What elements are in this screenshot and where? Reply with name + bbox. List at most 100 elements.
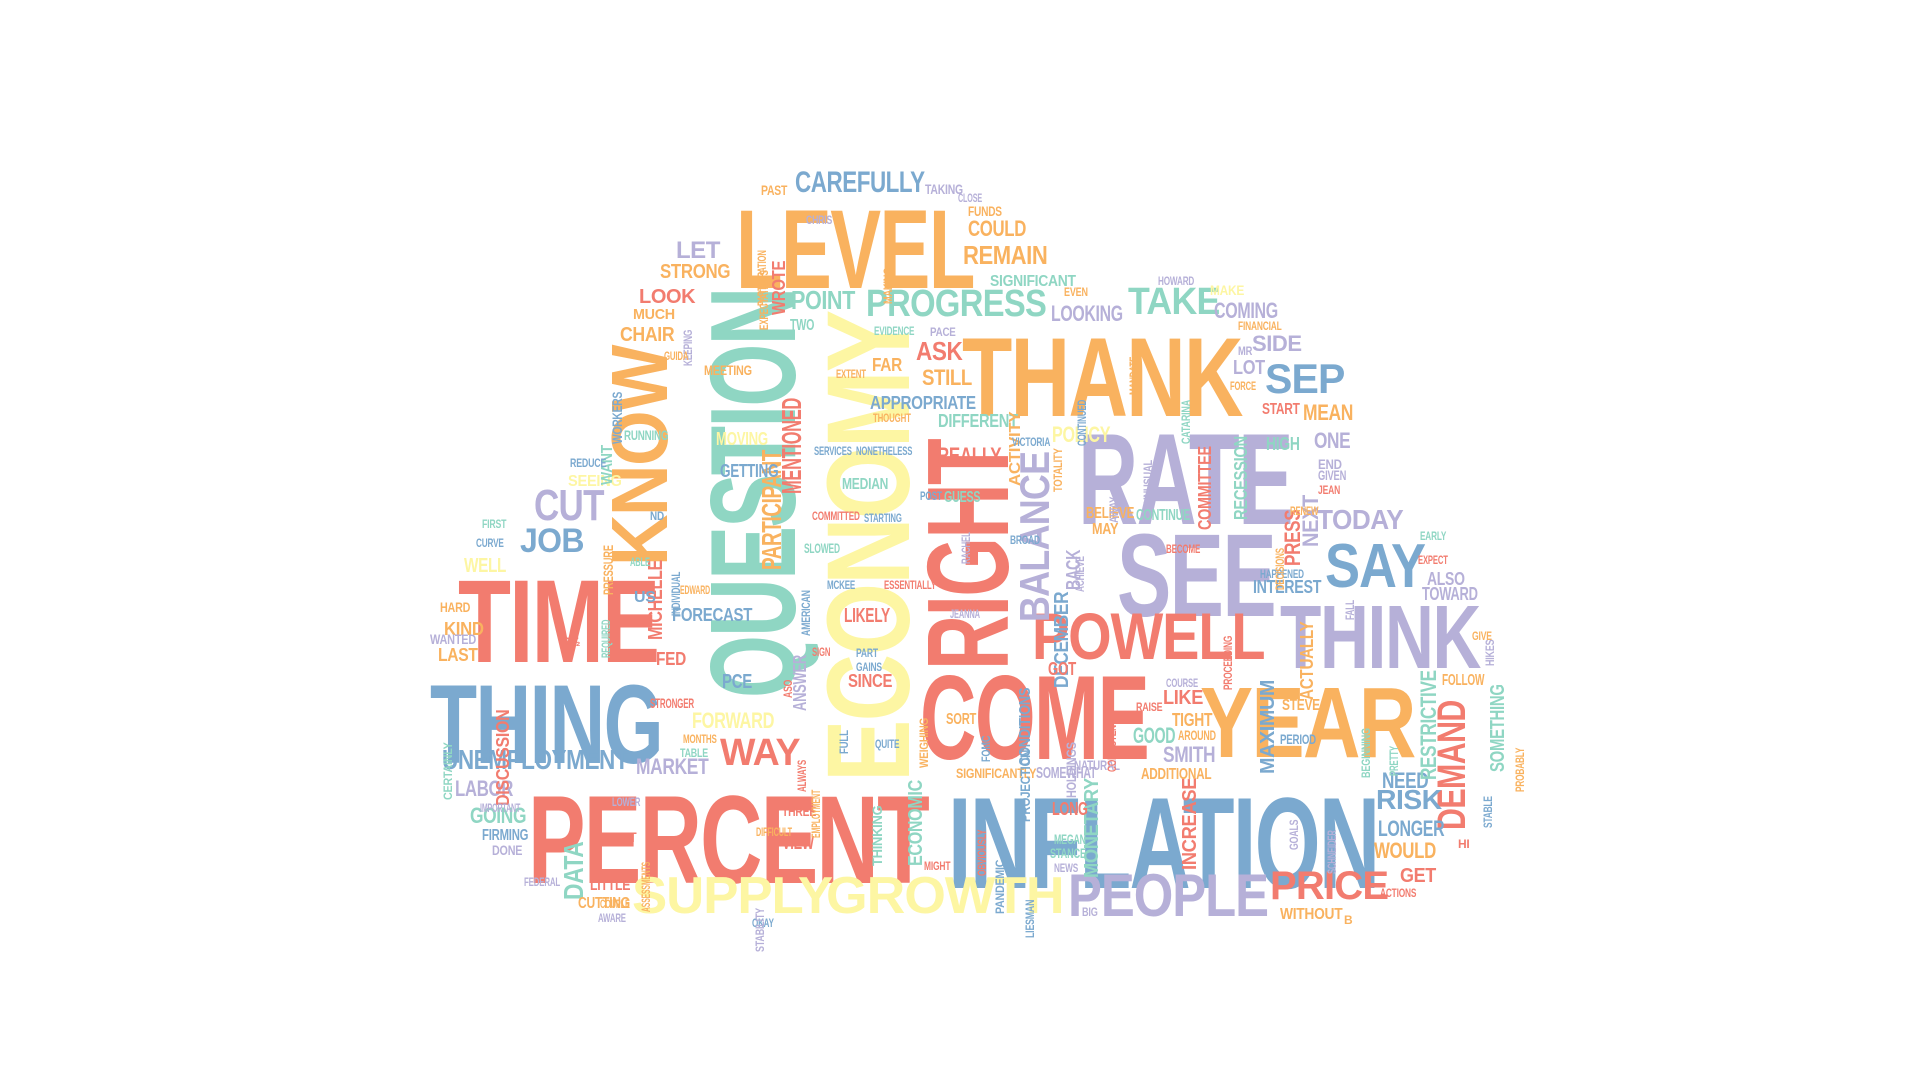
word-let: LET [676, 237, 720, 264]
word-evidence: EVIDENCE [874, 324, 915, 338]
word-something: SOMETHING [1487, 684, 1509, 772]
word-kind: KIND [444, 619, 484, 639]
word-strong: STRONG [660, 261, 731, 283]
word-percent: PERCENT [528, 771, 930, 910]
word-thinking: THINKING [869, 805, 885, 866]
word-unusual: UNUSUAL [1141, 460, 1155, 504]
word-much: MUCH [633, 306, 675, 323]
word-first: FIRST [482, 517, 507, 531]
word-b: B [1344, 913, 1353, 927]
word-sep: SEP [1265, 355, 1345, 402]
word-ask: ASK [916, 336, 963, 366]
word-little: LITTLE [590, 877, 631, 894]
word-price: PRICE [1270, 864, 1389, 908]
word-around: AROUND [1178, 727, 1216, 743]
word-victoria: VICTORIA [1012, 435, 1051, 449]
word-median: MEDIAN [842, 476, 889, 493]
word-lower: LOWER [612, 795, 641, 809]
word-policy: POLICY [1052, 422, 1111, 447]
word-would: WOULD [1374, 838, 1436, 863]
word-consistent: CONSISTENT [1105, 720, 1119, 772]
word-pandemic: PANDEMIC [993, 859, 1007, 914]
word-fomc: FOMC [979, 735, 993, 762]
word-federal: FEDERAL [524, 875, 561, 889]
word-projection: PROJECTION [1017, 749, 1033, 822]
word-early: EARLY [1420, 529, 1447, 543]
word-supply: SUPPLY [632, 867, 833, 925]
word-goals: GOALS [1287, 819, 1301, 850]
word-firming: FIRMING [482, 827, 529, 844]
word-chair: CHAIR [620, 324, 675, 346]
word-services: SERVICES [814, 444, 852, 458]
word-financial: FINANCIAL [1238, 319, 1282, 333]
word-mandate: MANDATE [1127, 356, 1141, 395]
word-today: TODAY [1317, 504, 1404, 535]
word-obviously: OBVIOUSLY [975, 829, 989, 876]
word-good: GOOD [1133, 723, 1176, 748]
word-always: ALWAYS [795, 759, 809, 792]
word-hard: HARD [440, 599, 471, 615]
word-achieve: ACHIEVE [1073, 556, 1087, 592]
word-way: WAY [720, 732, 801, 774]
word-expect: EXPECT [1418, 553, 1448, 567]
word-see: SEE [1117, 510, 1277, 642]
word-catarina: CATARINA [1179, 400, 1193, 444]
word-gains: GAINS [856, 660, 882, 674]
word-employment: EMPLOYMENT [809, 789, 823, 838]
word-restrictive: RESTRICTIVE [1416, 670, 1441, 780]
word-market: MARKET [636, 754, 709, 779]
word-long: LONG [1052, 799, 1088, 819]
word-really: REALLY [937, 443, 1002, 468]
word-stance: STANCE [1050, 845, 1086, 861]
word-committee: COMMITTEE [1195, 446, 1215, 530]
word-need: NEED [1382, 768, 1429, 793]
word-interest: INTEREST [1253, 577, 1322, 597]
word-lot: LOT [1233, 357, 1265, 379]
word-got: GOT [1048, 659, 1076, 679]
word-discussion: DISCUSSION [493, 709, 513, 806]
word-force: FORCE [1230, 379, 1256, 393]
word-maximum: MAXIMUM [1257, 680, 1279, 774]
word-curve: CURVE [476, 536, 504, 550]
word-mr: MR [1238, 344, 1253, 358]
word-raise: RAISE [1136, 700, 1163, 714]
word-appropriate: APPROPRIATE [870, 393, 976, 413]
word-close: CLOSE [958, 191, 983, 205]
word-done: DONE [492, 842, 523, 858]
word-sort: SORT [946, 711, 977, 728]
word-sign: SIGN [812, 645, 831, 659]
word-pce: PCE [722, 671, 752, 693]
word-well: WELL [464, 555, 507, 577]
word-somewhat: SOMEWHAT [1036, 765, 1097, 782]
word-getting: GETTING [720, 461, 779, 481]
word-individual: INDIVIDUAL [669, 571, 683, 616]
word-inflation: INFLATION [948, 770, 1380, 916]
word-starting: STARTING [864, 511, 902, 525]
word-assessments: ASSESSMENTS [639, 861, 653, 912]
word-beginning: BEGINNING [1359, 728, 1373, 778]
word-pressure: PRESSURE [600, 545, 616, 595]
word-say: SAY [1325, 532, 1426, 601]
word-pace: PACE [930, 325, 956, 339]
word-think: THINK [1280, 588, 1481, 688]
word-hi: HI [1458, 837, 1470, 851]
word-quite: QUITE [875, 737, 900, 751]
word-become: BECOME [1166, 542, 1201, 556]
word-happened: HAPPENED [1260, 567, 1304, 581]
word-carefully: CAREFULLY [795, 166, 925, 199]
word-required: REQUIRED [599, 619, 613, 658]
word-side: SIDE [1252, 331, 1302, 356]
word-steve: STEVE [1282, 697, 1320, 714]
word-important: IMPORTANT [480, 801, 521, 815]
word-recession: RECESSION [1231, 436, 1251, 520]
word-next: NEXT [1298, 495, 1323, 547]
word-funds: FUNDS [968, 203, 1002, 219]
word-come: COME [920, 651, 1150, 785]
word-chris: CHRIS [806, 213, 833, 227]
word-difficult: DIFFICULT [756, 825, 792, 839]
word-certainly: CERTAINLY [441, 742, 455, 800]
word-us: US [634, 589, 656, 606]
word-natural: NATURAL [1074, 757, 1120, 773]
word-big: BIG [1082, 905, 1098, 919]
